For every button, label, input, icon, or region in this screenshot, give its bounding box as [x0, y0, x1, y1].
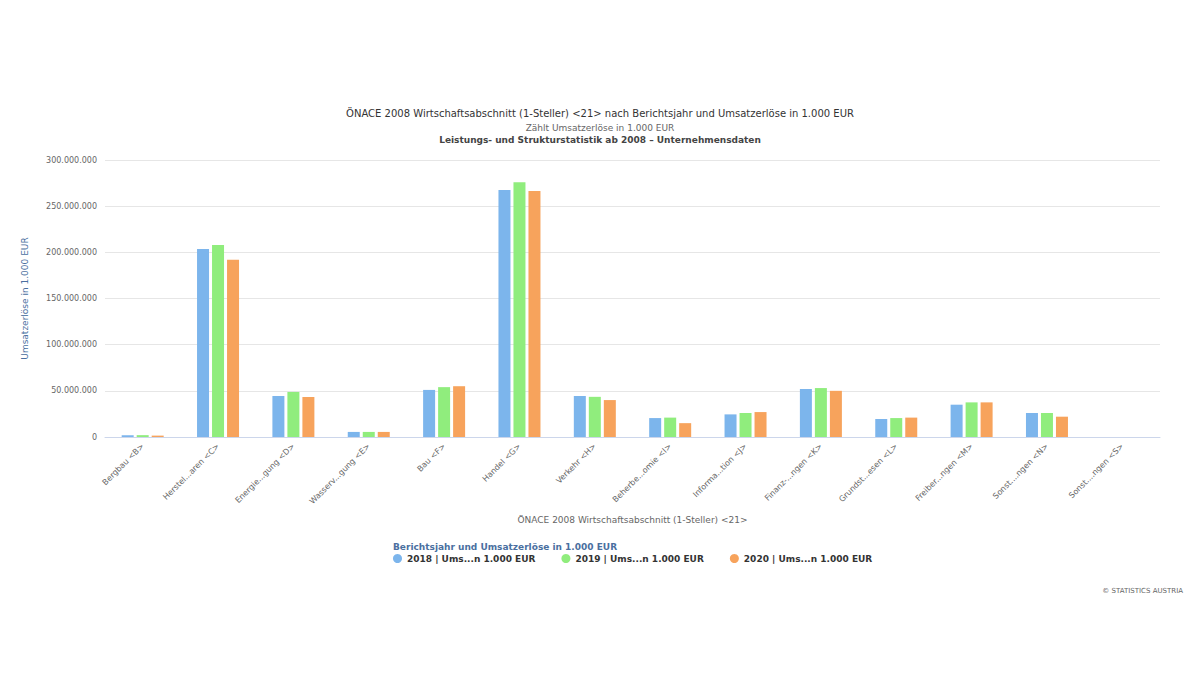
svg-text:ÖNACE 2008 Wirtschaftsabschnit: ÖNACE 2008 Wirtschaftsabschnitt (1-Stell…: [517, 515, 747, 525]
svg-text:Umsatzerlöse in 1.000 EUR: Umsatzerlöse in 1.000 EUR: [20, 237, 30, 359]
svg-text:Leistungs- und Strukturstatist: Leistungs- und Strukturstatistik ab 2008…: [439, 135, 761, 145]
svg-text:Finanz-...ngen <K>: Finanz-...ngen <K>: [763, 442, 824, 503]
svg-text:2020 | Ums...n 1.000 EUR: 2020 | Ums...n 1.000 EUR: [744, 554, 873, 564]
svg-text:250.000.000: 250.000.000: [46, 202, 97, 211]
svg-text:50.000.000: 50.000.000: [51, 386, 97, 395]
svg-text:Handel <G>: Handel <G>: [481, 442, 523, 484]
svg-text:Sonst....ngen <N>: Sonst....ngen <N>: [991, 442, 1050, 501]
svg-text:Bau <F>: Bau <F>: [416, 442, 448, 474]
svg-text:ÖNACE 2008 Wirtschaftsabschnit: ÖNACE 2008 Wirtschaftsabschnitt (1-Stell…: [346, 107, 854, 119]
svg-text:Herstel...aren <C>: Herstel...aren <C>: [161, 442, 221, 502]
svg-text:100.000.000: 100.000.000: [46, 340, 97, 349]
svg-text:0: 0: [92, 433, 97, 442]
svg-text:Beherbe...omie <I>: Beherbe...omie <I>: [611, 442, 673, 504]
svg-text:Bergbau <B>: Bergbau <B>: [101, 442, 146, 487]
svg-text:Sonst....ngen <S>: Sonst....ngen <S>: [1067, 442, 1125, 500]
svg-text:© STATISTICS AUSTRIA: © STATISTICS AUSTRIA: [1102, 587, 1183, 595]
svg-text:Berichtsjahr und Umsatzerlöse: Berichtsjahr und Umsatzerlöse in 1.000 E…: [393, 542, 617, 552]
svg-text:Zählt Umsatzerlöse in 1.000 EU: Zählt Umsatzerlöse in 1.000 EUR: [526, 123, 675, 133]
svg-text:Verkehr <H>: Verkehr <H>: [554, 442, 598, 486]
svg-text:Informa...tion <J>: Informa...tion <J>: [691, 442, 748, 499]
svg-text:2018 | Ums...n 1.000 EUR: 2018 | Ums...n 1.000 EUR: [407, 554, 536, 564]
svg-text:300.000.000: 300.000.000: [46, 156, 97, 165]
svg-text:Energie...gung <D>: Energie...gung <D>: [233, 442, 296, 505]
svg-text:Grundst...esen <L>: Grundst...esen <L>: [837, 442, 899, 504]
svg-text:2019 | Ums...n 1.000 EUR: 2019 | Ums...n 1.000 EUR: [575, 554, 704, 564]
svg-text:200.000.000: 200.000.000: [46, 248, 97, 257]
svg-text:150.000.000: 150.000.000: [46, 294, 97, 303]
svg-text:Wasserv...gung <E>: Wasserv...gung <E>: [308, 442, 372, 506]
svg-text:Freiber...ngen <M>: Freiber...ngen <M>: [914, 442, 975, 503]
